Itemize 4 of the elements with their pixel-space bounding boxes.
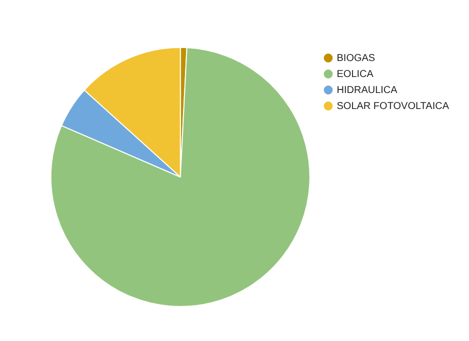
- legend-label: EOLICA: [336, 68, 374, 80]
- legend-label: SOLAR FOTOVOLTAICA: [336, 100, 450, 112]
- legend-label: BIOGAS: [336, 52, 376, 64]
- legend-label: HIDRAULICA: [336, 84, 398, 96]
